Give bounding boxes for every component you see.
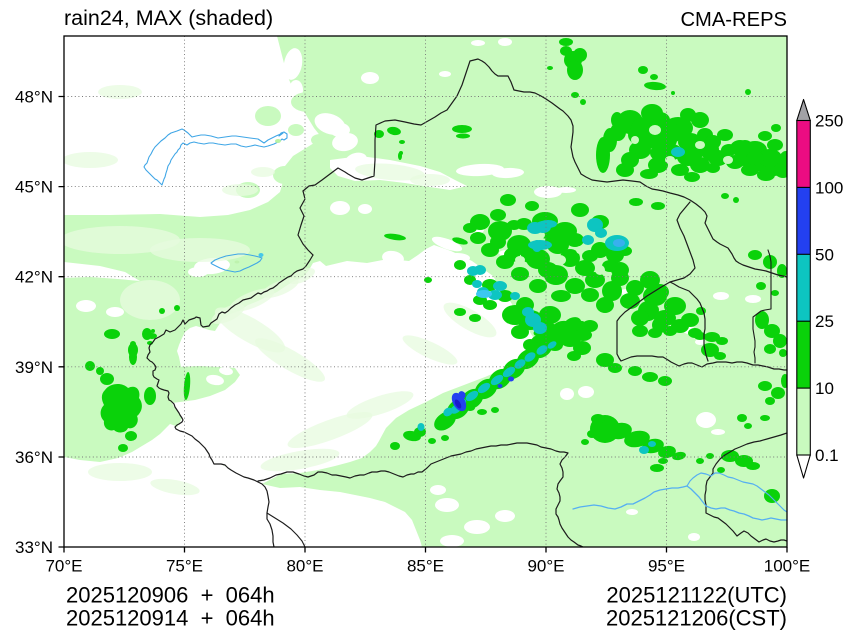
svg-text:rain24, MAX (shaded): rain24, MAX (shaded) [64,6,273,30]
svg-text:2025120906 + 064h: 2025120906 + 064h [66,583,275,608]
svg-text:95°E: 95°E [648,557,685,576]
svg-text:70°E: 70°E [45,557,82,576]
svg-text:10: 10 [815,379,834,398]
svg-text:80°E: 80°E [286,557,323,576]
svg-text:25: 25 [815,312,834,331]
svg-text:45°N: 45°N [15,178,53,197]
svg-text:85°E: 85°E [407,557,444,576]
svg-text:90°E: 90°E [527,557,564,576]
svg-text:48°N: 48°N [15,88,53,107]
svg-text:100: 100 [815,178,843,197]
svg-text:33°N: 33°N [15,538,53,557]
svg-text:42°N: 42°N [15,268,53,287]
svg-text:CMA-REPS: CMA-REPS [680,9,787,31]
svg-text:36°N: 36°N [15,448,53,467]
svg-text:250: 250 [815,112,843,131]
svg-text:2025121206(CST): 2025121206(CST) [606,606,787,631]
svg-text:39°N: 39°N [15,358,53,377]
svg-text:50: 50 [815,245,834,264]
svg-text:100°E: 100°E [764,557,811,576]
svg-text:0.1: 0.1 [815,446,839,465]
svg-text:2025121122(UTC): 2025121122(UTC) [606,583,787,608]
svg-text:75°E: 75°E [166,557,203,576]
svg-text:2025120914 + 064h: 2025120914 + 064h [66,606,275,631]
